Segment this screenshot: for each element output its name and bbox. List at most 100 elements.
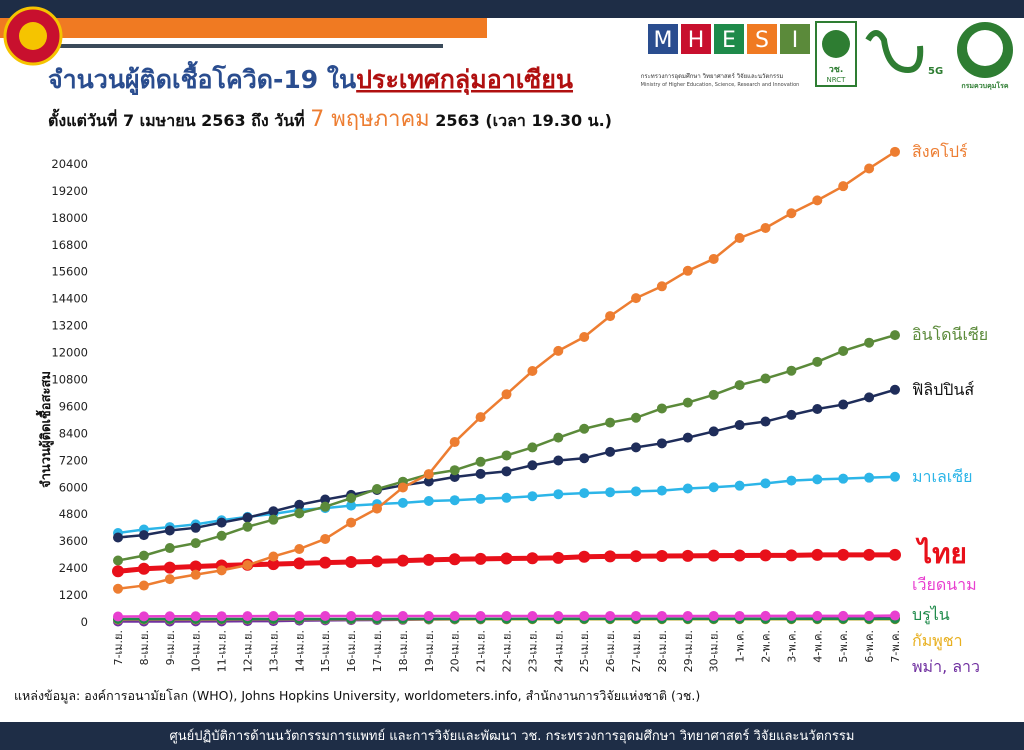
y-tick-label: 8400	[59, 426, 88, 440]
series-point	[890, 384, 900, 395]
series-point	[864, 472, 875, 483]
series-point	[294, 499, 305, 510]
x-tick-label: 16-เม.ย.	[345, 630, 358, 672]
x-tick-label: 15-เม.ย.	[319, 630, 332, 672]
series-point	[190, 538, 201, 549]
logo-box	[648, 24, 678, 54]
legend-label: ฟิลิปปินส์	[912, 380, 974, 399]
series-point	[527, 366, 538, 377]
series-point	[656, 485, 667, 496]
series-point	[346, 517, 357, 528]
y-tick-label: 4800	[59, 507, 88, 521]
legend-label: กัมพูชา	[912, 631, 963, 651]
series-point	[268, 611, 279, 622]
series-point	[681, 549, 694, 562]
series-point	[631, 610, 641, 621]
series-point	[890, 146, 900, 157]
y-tick-label: 15600	[51, 265, 88, 279]
logo-box	[780, 24, 810, 54]
series-point	[372, 484, 382, 495]
logo-box	[714, 24, 744, 54]
series-point	[526, 552, 539, 565]
series-point	[113, 532, 123, 543]
series-point	[760, 222, 771, 233]
series-point	[449, 610, 460, 621]
logo-box	[681, 24, 711, 54]
y-tick-label: 6000	[59, 480, 88, 494]
y-tick-label: 12000	[51, 346, 88, 360]
x-tick-label: 6-พ.ค.	[863, 630, 876, 663]
y-tick-label: 7200	[59, 453, 88, 467]
series-point	[605, 487, 616, 498]
y-tick-label: 9600	[59, 399, 88, 413]
asean-logo-inner	[19, 22, 47, 50]
series-point	[372, 610, 382, 621]
y-tick-label: 1200	[59, 588, 88, 602]
ministry-th: กระทรวงการอุดมศึกษา วิทยาศาสตร์ วิจัยและ…	[641, 72, 784, 80]
series-point	[320, 611, 331, 622]
title-main: จำนวนผู้ติดเชื้อโควิด-19 ใน	[48, 60, 356, 96]
y-tick-label: 18000	[51, 211, 88, 225]
x-tick-label: 2-พ.ค.	[760, 630, 773, 663]
x-tick-label: 3-พ.ค.	[785, 630, 798, 663]
legend-label: สิงคโปร์	[912, 142, 968, 161]
series-point	[268, 506, 279, 517]
legend-label: มาเลเซีย	[912, 467, 973, 486]
series-point	[138, 611, 149, 622]
series-point	[527, 491, 538, 502]
series-point	[786, 475, 797, 486]
series-point	[553, 432, 564, 443]
series-point	[707, 549, 720, 562]
series-point	[655, 550, 668, 563]
x-tick-label: 24-เม.ย.	[552, 630, 565, 672]
series-point	[475, 412, 486, 423]
x-tick-label: 19-เม.ย.	[423, 630, 436, 672]
series-point	[631, 412, 641, 423]
series-point	[319, 556, 332, 569]
series-point	[320, 533, 331, 544]
series-point	[864, 163, 875, 174]
logo-letter: M	[654, 28, 673, 53]
series-point	[242, 521, 253, 532]
series-point	[346, 493, 357, 504]
series-point	[163, 561, 176, 574]
x-tick-label: 9-เม.ย.	[164, 630, 177, 665]
y-tick-label: 2400	[59, 561, 88, 575]
series-point	[475, 456, 486, 467]
series-point	[449, 495, 460, 506]
series-point	[527, 610, 538, 621]
series-point	[138, 580, 149, 591]
series-point	[682, 483, 693, 494]
series-point	[449, 465, 460, 476]
series-point	[579, 453, 590, 464]
x-tick-label: 8-เม.ย.	[138, 630, 151, 665]
series-point	[475, 468, 486, 479]
series-point	[863, 548, 876, 561]
series-point	[656, 281, 667, 292]
series-point	[838, 345, 849, 356]
series-point	[759, 549, 772, 562]
subtitle-start: ตั้งแต่วันที่ 7 เมษายน 2563 ถึง วันที่	[48, 108, 310, 130]
series-point	[786, 610, 797, 621]
source: แหล่งข้อมูล: องค์การอนามัยโลก (WHO), Joh…	[14, 688, 700, 704]
series-point	[837, 548, 850, 561]
series-point	[397, 610, 408, 621]
series-point	[656, 438, 667, 449]
series-point	[786, 365, 797, 376]
series-point	[708, 482, 719, 493]
x-tick-label: 7-เม.ย.	[112, 630, 125, 665]
subtitle-date: 7 พฤษภาคม	[310, 107, 429, 132]
series-point	[734, 420, 745, 431]
series-point	[113, 555, 123, 566]
series-point	[371, 555, 383, 568]
series-point	[631, 442, 641, 453]
x-tick-label: 21-เม.ย.	[475, 630, 488, 672]
series-point	[578, 550, 591, 563]
series-point	[682, 432, 693, 443]
series-point	[889, 548, 901, 561]
series-point	[164, 525, 175, 536]
x-tick-label: 5-พ.ค.	[837, 630, 850, 663]
series-point	[812, 610, 823, 621]
x-tick-label: 23-เม.ย.	[526, 630, 539, 672]
orange-band	[0, 18, 487, 38]
